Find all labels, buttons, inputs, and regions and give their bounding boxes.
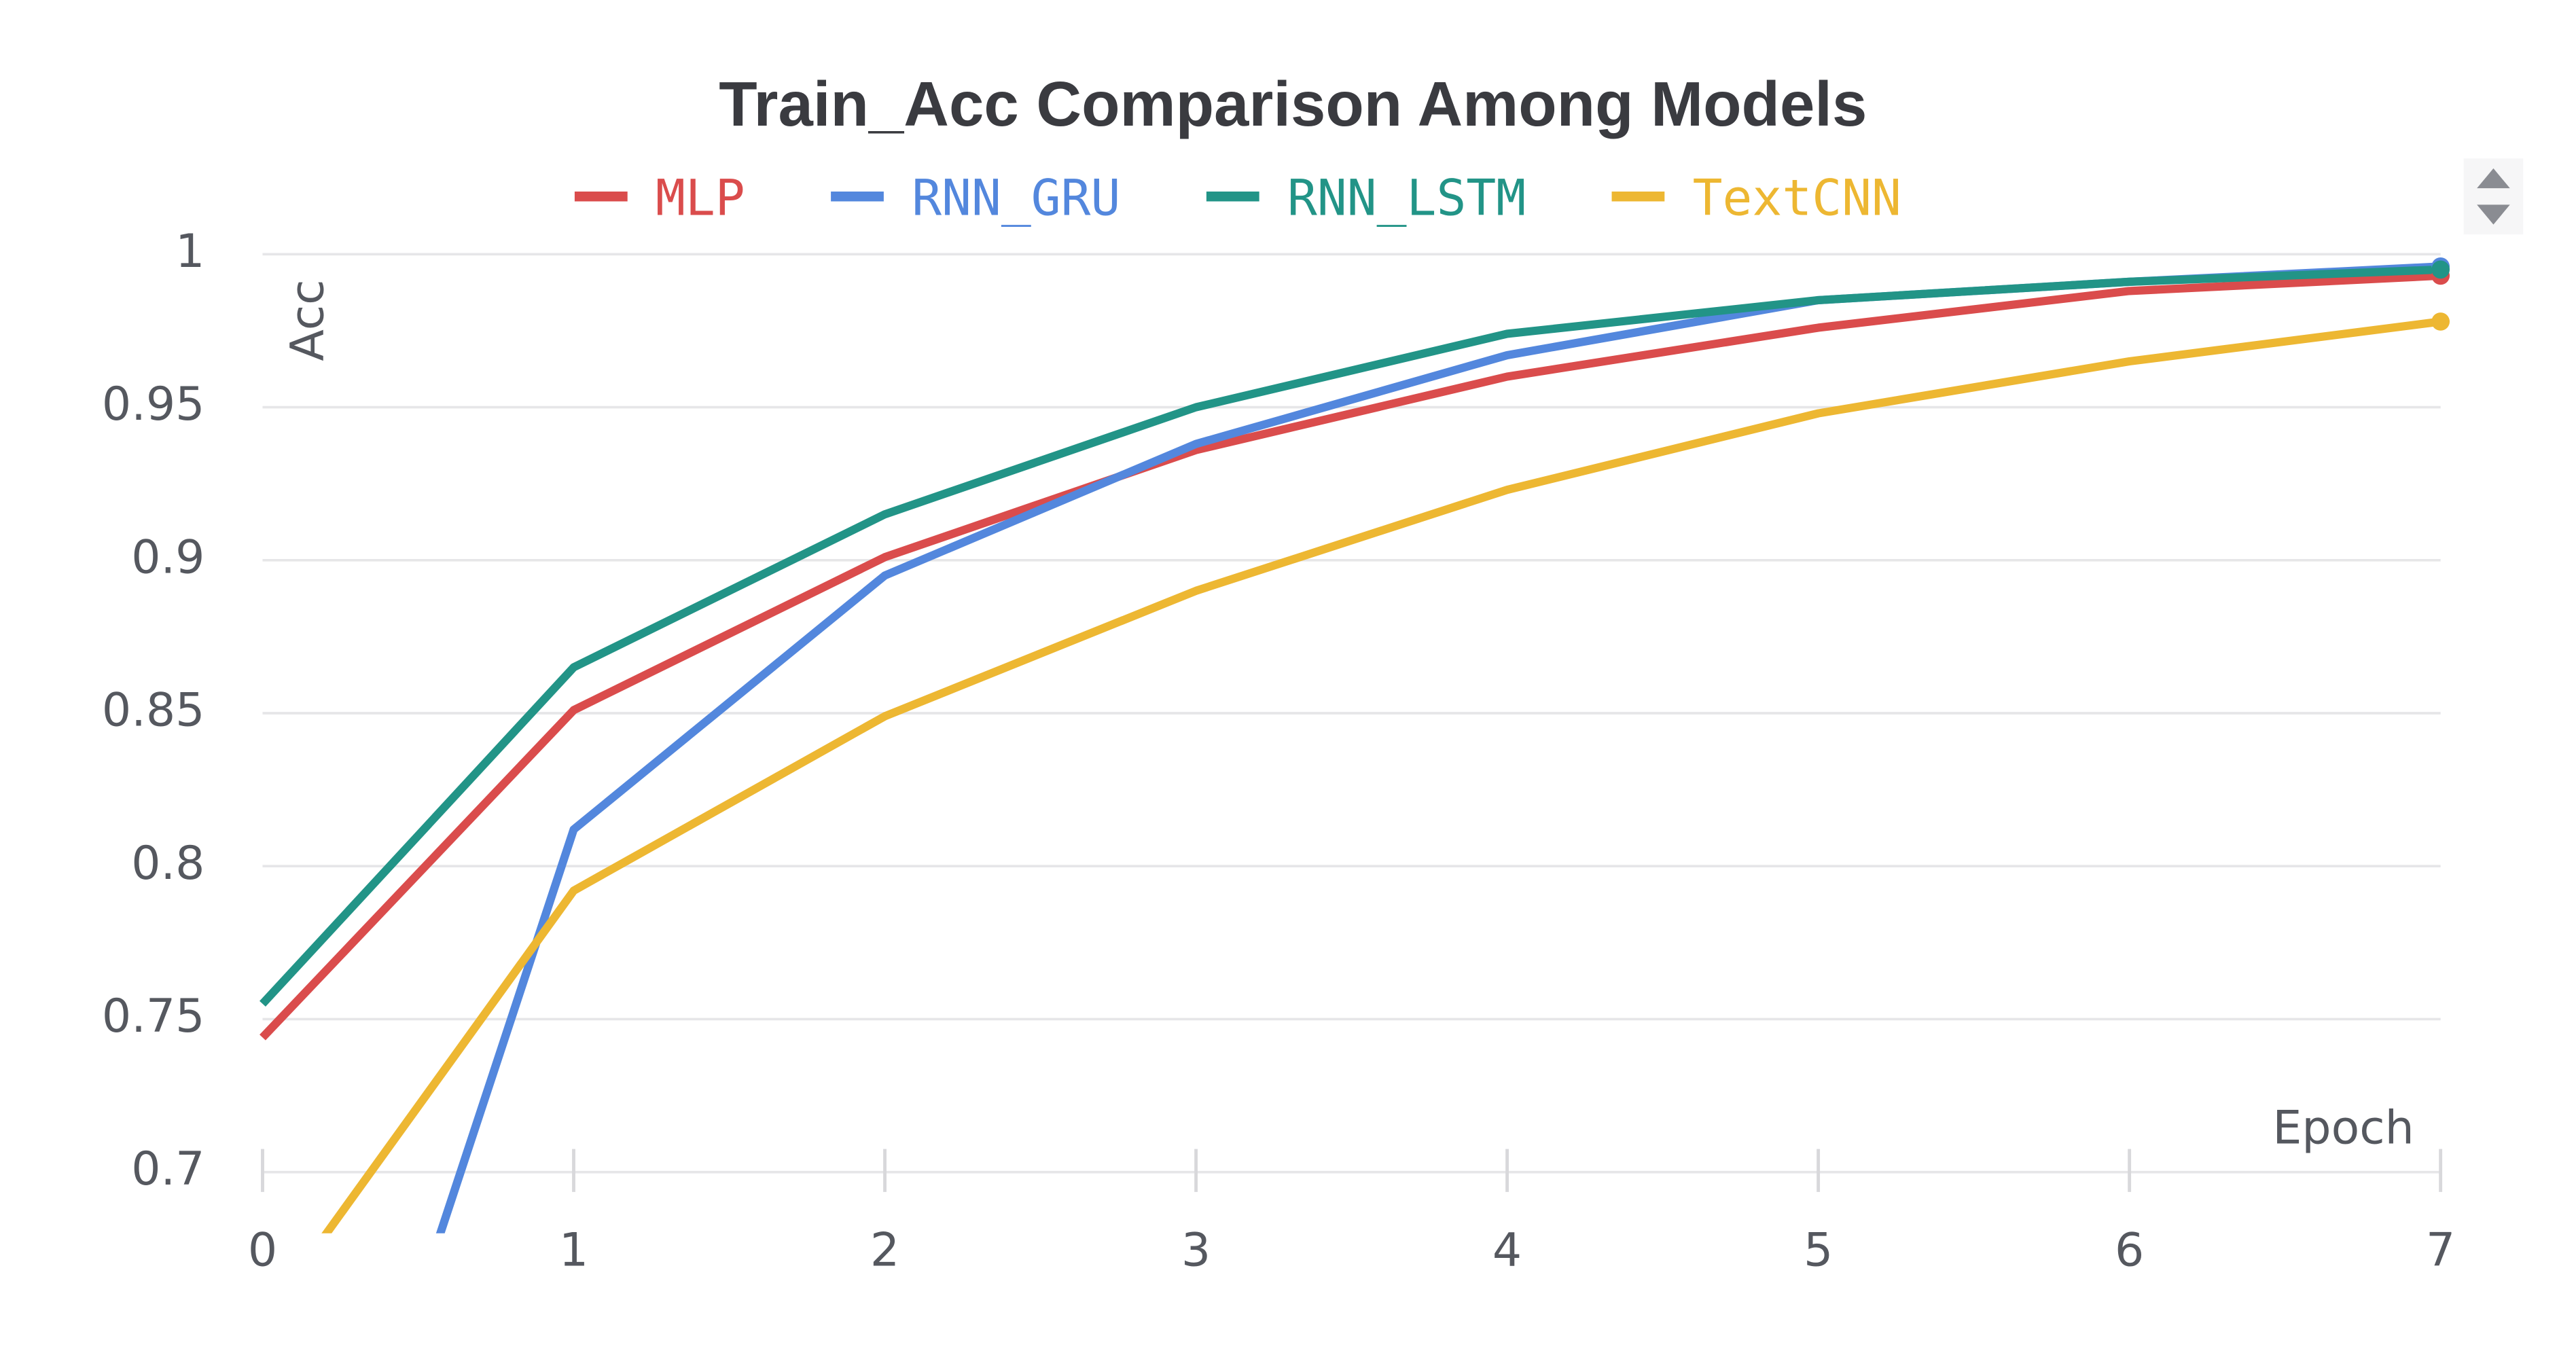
x-tick-label: 4: [1492, 1223, 1522, 1277]
arrow-up[interactable]: [2477, 168, 2510, 189]
y-tick-label: 0.95: [102, 378, 205, 431]
x-tick-label: 2: [870, 1223, 899, 1277]
y-tick-label: 1: [175, 225, 204, 278]
x-tick-label: 6: [2115, 1223, 2144, 1277]
x-tick-label: 1: [559, 1223, 588, 1277]
series-line: [435, 262, 2441, 1233]
end-point: [2431, 312, 2450, 331]
x-tick-label: 5: [1804, 1223, 1833, 1277]
y-tick-label: 0.7: [131, 1142, 204, 1196]
y-tick-label: 0.8: [131, 837, 204, 890]
x-axis-label: Epoch: [2272, 1102, 2414, 1155]
scroll-arrows[interactable]: [2463, 158, 2524, 235]
legend-label: RNN_GRU: [912, 170, 1120, 228]
legend-label: RNN_LSTM: [1287, 170, 1526, 228]
series-line: [260, 265, 2441, 1007]
x-tick-label: 0: [248, 1223, 277, 1277]
legend-label: TextCNN: [1693, 170, 1901, 228]
plot-area: [260, 262, 2441, 1233]
legend-label: MLP: [656, 170, 745, 228]
x-tick-label: 7: [2426, 1223, 2455, 1277]
y-tick-label: 0.85: [102, 684, 205, 738]
y-axis-label: Acc: [281, 279, 335, 361]
end-point: [2431, 260, 2450, 279]
chart-title: Train_Acc Comparison Among Models: [719, 69, 1867, 139]
x-tick-label: 3: [1181, 1223, 1211, 1277]
series-line: [260, 271, 2441, 1041]
arrow-down[interactable]: [2477, 204, 2510, 225]
series-line: [321, 317, 2441, 1233]
y-tick-label: 0.9: [131, 530, 204, 584]
y-tick-label: 0.75: [102, 990, 205, 1043]
